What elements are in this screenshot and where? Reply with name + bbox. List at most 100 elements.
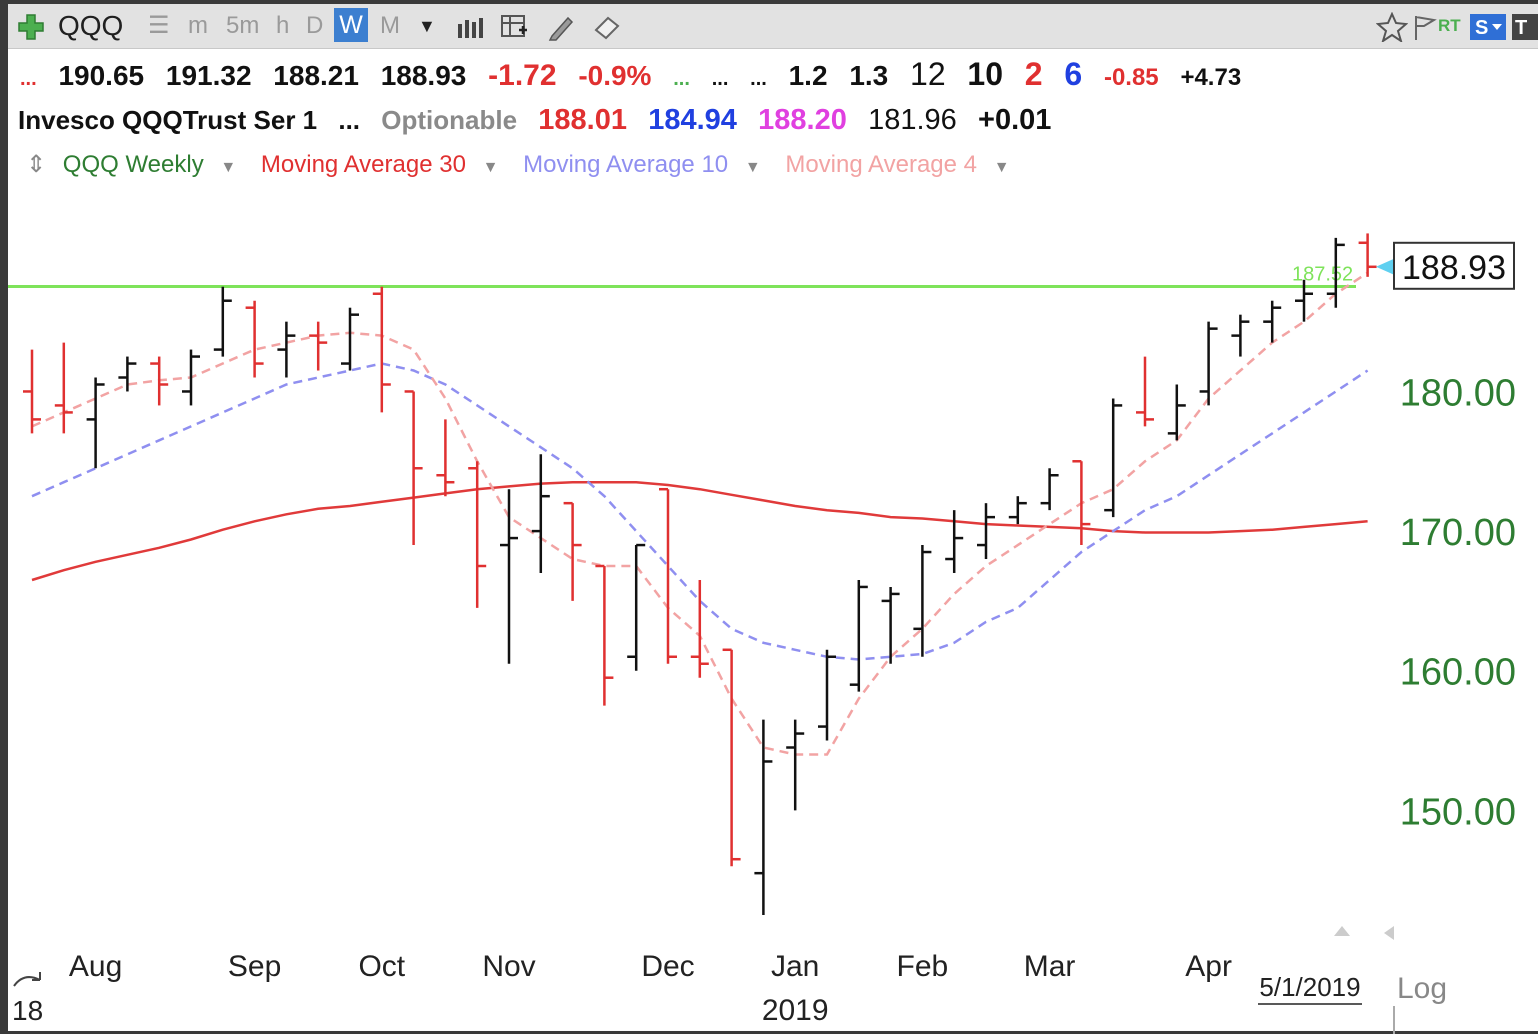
interval-daily[interactable]: D [306, 12, 324, 39]
x-month-label: Dec [641, 950, 694, 983]
symbol-input[interactable]: QQQ [58, 10, 124, 41]
log-scale-toggle: Log [1397, 972, 1447, 1005]
quote-high: 191.32 [165, 60, 252, 91]
bar-chart-icon[interactable] [456, 16, 486, 40]
last-price-pointer [1376, 258, 1394, 275]
interval-monthly[interactable]: M [380, 12, 400, 39]
legend-ma30[interactable]: Moving Average 30 [260, 151, 466, 178]
realtime-badge[interactable]: RT [1438, 16, 1461, 35]
y-tick-label: 170.00 [1400, 512, 1516, 554]
horizontal-line-label: 187.52 [1292, 263, 1353, 285]
chart-legend: ⇕ QQQ Weekly ▼ Moving Average 30 ▼ Movin… [26, 150, 1020, 179]
grid-add-icon[interactable] [500, 12, 530, 42]
quote-dots-a: ... [711, 68, 729, 90]
info-ma30-value: 188.01 [538, 104, 627, 136]
scroll-up-icon [1334, 926, 1350, 936]
info-ma4-value: 188.20 [758, 104, 847, 136]
quote-change-pct: -0.9% [578, 60, 652, 91]
ohlc-bar [913, 545, 932, 657]
y-tick-label: 180.00 [1400, 372, 1516, 414]
ohlc-bar [436, 419, 455, 497]
toolbar: QQQ ☰ m 5m h D W M ▼ RT S T [8, 4, 1538, 49]
add-icon[interactable] [16, 12, 46, 42]
legend-ma10[interactable]: Moving Average 10 [523, 151, 729, 178]
chevron-down-icon[interactable]: ▼ [993, 159, 1010, 176]
chevron-down-icon[interactable]: ▼ [418, 16, 436, 36]
quote-close: 188.93 [380, 60, 467, 91]
ohlc-bar [86, 377, 105, 469]
info-dots: ... [338, 105, 361, 135]
ohlc-bar [54, 342, 73, 434]
ohlc-bar [722, 648, 741, 867]
ohlc-bar [1199, 321, 1218, 406]
text-tool-icon[interactable]: T [1512, 12, 1538, 42]
ohlc-bar [500, 489, 518, 664]
quote-low: 188.21 [273, 60, 359, 91]
quote-value-1: 1.2 [788, 60, 828, 91]
y-tick-label: 160.00 [1400, 652, 1516, 694]
ohlc-bar [245, 300, 264, 378]
legend-series[interactable]: QQQ Weekly [62, 151, 204, 178]
x-month-label: Oct [358, 950, 405, 983]
company-name: Invesco QQQTrust Ser 1 [18, 105, 318, 135]
interval-weekly[interactable]: W [334, 8, 368, 42]
ohlc-bar [213, 286, 232, 357]
quote-value-5: 2 [1024, 56, 1043, 92]
chevron-down-icon[interactable]: ▼ [220, 159, 237, 176]
interval-5min[interactable]: 5m [226, 12, 260, 39]
svg-text:T: T [1515, 17, 1527, 39]
optionable-label: Optionable [381, 105, 518, 135]
x-month-label: Nov [482, 950, 535, 983]
date-label: 5/1/2019 [1259, 972, 1360, 1002]
ohlc-bar [341, 307, 359, 371]
info-change: +0.01 [978, 104, 1052, 136]
quote-change: -1.72 [488, 59, 557, 92]
flag-icon[interactable] [1412, 14, 1438, 42]
last-price-label: 188.93 [1402, 249, 1506, 287]
pencil-icon[interactable] [546, 12, 576, 42]
interval-hour[interactable]: h [276, 12, 290, 39]
ohlc-bar [1008, 496, 1027, 525]
quote-value-7: -0.85 [1103, 64, 1159, 91]
info-value: 181.96 [868, 104, 957, 136]
ohlc-bar [690, 579, 709, 678]
ohlc-bar [1358, 233, 1377, 277]
ohlc-bar [468, 461, 487, 608]
ohlc-bar [1231, 314, 1250, 357]
chevron-down-icon[interactable]: ▼ [744, 159, 761, 176]
list-icon[interactable]: ☰ [148, 12, 170, 39]
ohlc-bar [309, 321, 328, 371]
ohlc-bar [1167, 384, 1186, 441]
ohlc-bar [23, 349, 41, 434]
quote-dots-green: ... [673, 68, 690, 90]
ohlc-bar [118, 356, 137, 392]
x-year-label: 2019 [762, 994, 829, 1027]
ma4-line [31, 271, 1369, 756]
ohlc-bar [1040, 468, 1059, 511]
x-left-edge-label: 18 [12, 995, 43, 1026]
ohlc-bar [754, 719, 773, 916]
quote-value-3: 12 [910, 56, 946, 92]
x-month-label: Apr [1185, 950, 1232, 983]
x-month-label: Jan [771, 950, 819, 983]
ohlc-bar [182, 349, 200, 406]
ohlc-bar [1326, 237, 1345, 308]
price-chart[interactable]: 187.52 150.00 160.00 170.00 180.00 188.93 Aug S… [8, 146, 1538, 1034]
ohlc-bar [881, 586, 900, 664]
ohlc-bar [595, 564, 614, 706]
scan-icon[interactable]: S [1470, 12, 1506, 42]
legend-drag-icon[interactable]: ⇕ [26, 151, 47, 178]
eraser-icon[interactable] [592, 12, 622, 42]
x-month-label: Sep [228, 950, 281, 983]
y-tick-label: 150.00 [1400, 791, 1516, 833]
ohlc-bar [849, 579, 868, 692]
quote-open: 190.65 [58, 60, 145, 91]
info-ma10-value: 184.94 [648, 104, 737, 136]
ohlc-bar [277, 321, 296, 378]
chevron-down-icon[interactable]: ▼ [482, 159, 499, 176]
interval-minute[interactable]: m [188, 12, 208, 39]
star-icon[interactable] [1376, 12, 1408, 42]
quote-value-6: 6 [1064, 56, 1083, 92]
refresh-icon [13, 972, 41, 987]
legend-ma4[interactable]: Moving Average 4 [785, 151, 978, 178]
